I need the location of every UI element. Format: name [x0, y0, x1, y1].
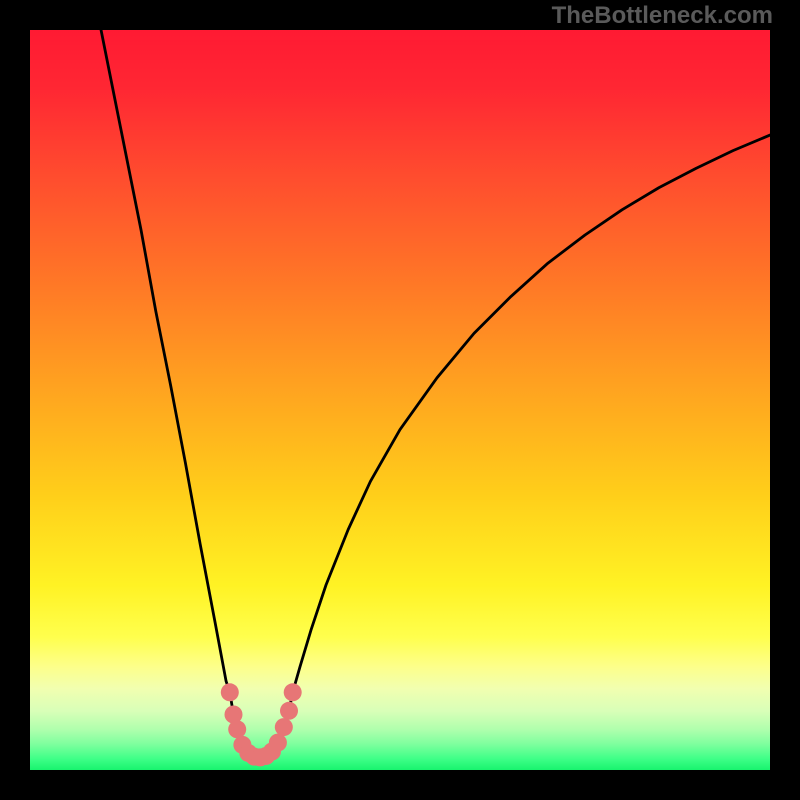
- bottleneck-curve: [101, 30, 770, 757]
- optimal-point-marker: [221, 683, 239, 701]
- optimal-point-marker: [275, 718, 293, 736]
- watermark-text: TheBottleneck.com: [552, 2, 773, 30]
- chart-frame: [0, 0, 800, 800]
- optimal-point-marker: [269, 734, 287, 752]
- bottleneck-chart: [30, 30, 770, 770]
- optimal-point-marker: [280, 702, 298, 720]
- optimal-point-marker: [284, 683, 302, 701]
- curve-overlay: [30, 30, 770, 770]
- optimal-point-marker: [228, 720, 246, 738]
